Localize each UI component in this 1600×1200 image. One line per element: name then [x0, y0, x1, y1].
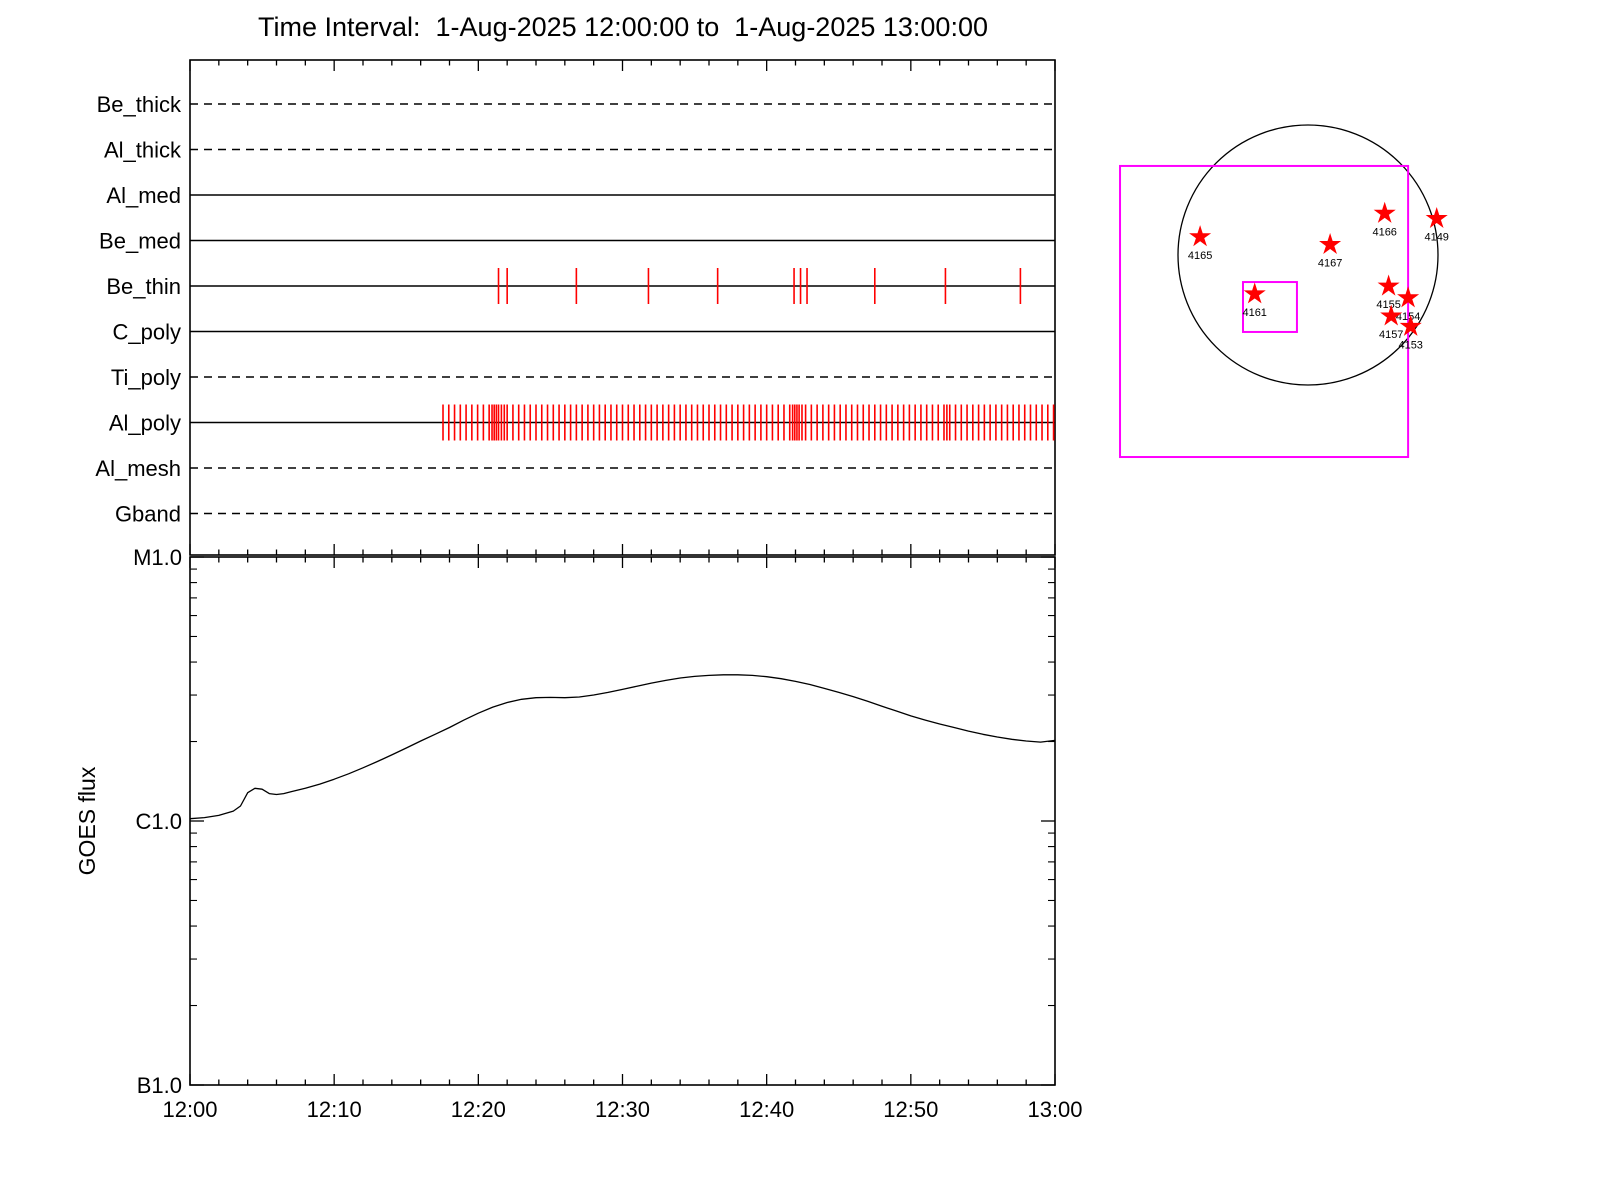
- active-region-star-4157: [1380, 304, 1403, 326]
- active-region-label-4149: 4149: [1424, 232, 1448, 244]
- active-region-label-4153: 4153: [1398, 340, 1422, 352]
- filter-label-Be_med: Be_med: [99, 229, 181, 254]
- fov-box-small: [1242, 281, 1298, 333]
- active-region-star-4167: [1319, 232, 1342, 255]
- filter-label-Al_med: Al_med: [106, 183, 181, 208]
- filter-label-Ti_poly: Ti_poly: [111, 365, 181, 390]
- time-label-12:30: 12:30: [595, 1097, 650, 1122]
- filter-label-Al_poly: Al_poly: [109, 411, 181, 436]
- active-region-star-4154: [1397, 286, 1420, 308]
- time-label-12:50: 12:50: [883, 1097, 938, 1122]
- active-region-label-4165: 4165: [1188, 250, 1212, 262]
- goes-flux-axis-label: GOES flux: [74, 766, 100, 875]
- active-region-star-4165: [1189, 225, 1212, 247]
- time-label-12:00: 12:00: [162, 1097, 217, 1122]
- filter-label-Al_mesh: Al_mesh: [95, 456, 181, 481]
- goes-flux-curve: [189, 674, 1056, 820]
- filter-label-Be_thin: Be_thin: [106, 274, 181, 299]
- time-label-12:40: 12:40: [739, 1097, 794, 1122]
- active-region-star-4161: [1243, 282, 1266, 304]
- goes-panel: [189, 556, 1056, 1086]
- active-region-label-4157: 4157: [1379, 329, 1403, 341]
- active-region-star-4155: [1377, 274, 1400, 296]
- time-label-13:00: 13:00: [1027, 1097, 1082, 1122]
- active-region-label-4154: 4154: [1396, 311, 1420, 323]
- time-label-12:20: 12:20: [451, 1097, 506, 1122]
- filter-label-Be_thick: Be_thick: [97, 92, 182, 117]
- plot-title: Time Interval: 1-Aug-2025 12:00:00 to 1-…: [258, 12, 988, 42]
- goes-ytick-C1.0: C1.0: [136, 809, 182, 834]
- filter-label-Gband: Gband: [115, 502, 181, 527]
- time-label-12:10: 12:10: [307, 1097, 362, 1122]
- fov-box-large: [1119, 164, 1410, 459]
- filter-label-Al_thick: Al_thick: [104, 138, 182, 163]
- active-region-star-4153: [1399, 314, 1422, 336]
- active-region-star-4149: [1425, 206, 1448, 229]
- active-region-label-4166: 4166: [1372, 226, 1396, 238]
- active-region-star-4166: [1373, 201, 1396, 223]
- goes-ytick-M1.0: M1.0: [133, 545, 182, 570]
- solar-disk: [1177, 124, 1439, 386]
- timeline-panel: [189, 59, 1056, 556]
- active-region-label-4167: 4167: [1318, 258, 1342, 270]
- filter-label-C_poly: C_poly: [113, 320, 181, 345]
- active-region-label-4161: 4161: [1242, 307, 1266, 319]
- goes-ytick-B1.0: B1.0: [137, 1073, 182, 1098]
- active-region-label-4155: 4155: [1376, 299, 1400, 311]
